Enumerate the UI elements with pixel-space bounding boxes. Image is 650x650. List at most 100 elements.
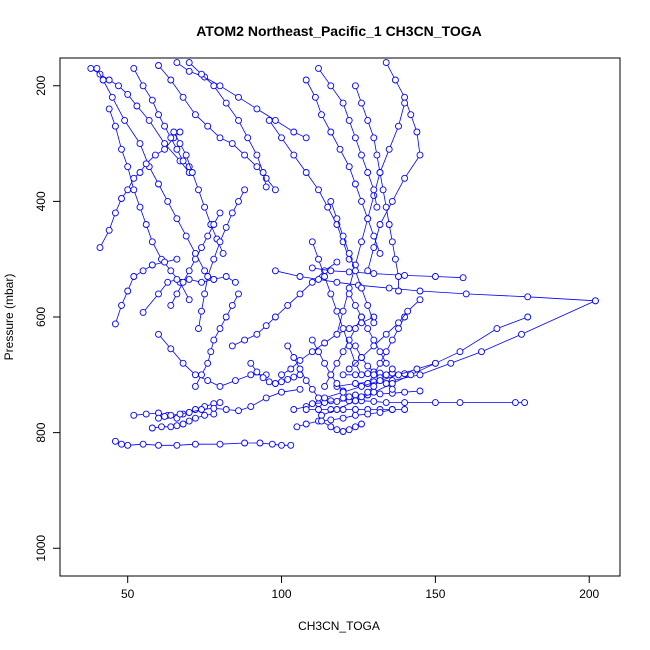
data-point (302, 377, 310, 385)
data-point (416, 151, 424, 159)
chart-title: ATOM2 Northeast_Pacific_1 CH3CN_TOGA (196, 23, 482, 39)
data-point (385, 284, 393, 292)
data-point (339, 388, 347, 396)
data-point (216, 82, 224, 90)
y-tick-label: 600 (34, 307, 48, 327)
data-point (431, 273, 439, 280)
data-point (370, 244, 378, 252)
data-point (345, 426, 353, 434)
data-point (333, 258, 341, 266)
data-point (333, 330, 341, 338)
data-point (142, 221, 150, 228)
data-point (308, 385, 316, 393)
data-point (179, 420, 187, 428)
data-point (364, 301, 372, 309)
data-point (121, 116, 129, 124)
data-point (204, 122, 212, 130)
data-point (339, 414, 347, 422)
data-point (376, 348, 384, 356)
data-point (155, 414, 162, 422)
data-point (222, 273, 230, 280)
data-point (327, 128, 335, 136)
data-point (339, 307, 347, 315)
data-point (105, 226, 113, 234)
data-point (124, 163, 132, 171)
data-point (327, 397, 335, 405)
data-point (124, 90, 132, 98)
data-point (105, 76, 113, 84)
data-point (198, 371, 205, 379)
data-point (370, 397, 378, 405)
data-point (376, 390, 384, 398)
data-point (315, 255, 322, 263)
data-point (195, 325, 202, 333)
data-point (379, 186, 387, 194)
series-16 (308, 397, 529, 408)
data-point (185, 59, 193, 67)
data-point (253, 368, 261, 376)
data-point (244, 134, 252, 142)
data-point (364, 388, 372, 396)
data-point (364, 116, 372, 124)
data-point (345, 116, 353, 124)
data-point (111, 320, 119, 328)
data-point (142, 160, 150, 168)
data-point (351, 380, 359, 387)
data-point (351, 397, 359, 405)
data-point (222, 313, 230, 321)
data-point (290, 354, 298, 361)
data-point (388, 380, 396, 387)
data-point (222, 406, 230, 413)
data-point (210, 82, 218, 90)
data-point (358, 284, 365, 292)
data-point (155, 180, 162, 188)
data-point (179, 278, 187, 286)
data-point (358, 313, 365, 321)
data-point (370, 388, 378, 396)
data-point (228, 342, 236, 350)
data-point (388, 365, 396, 373)
data-point (382, 348, 390, 356)
data-point (351, 82, 359, 90)
data-point (391, 255, 399, 263)
data-point (364, 169, 372, 176)
data-point (391, 76, 399, 84)
series-23 (302, 76, 384, 257)
data-point (376, 221, 384, 228)
data-point (321, 394, 329, 402)
data-point (401, 99, 409, 107)
data-point (268, 440, 276, 448)
data-point (395, 371, 402, 379)
data-point (358, 371, 365, 379)
data-point (161, 140, 169, 148)
data-point (327, 267, 335, 275)
data-point (173, 441, 181, 449)
data-point (216, 325, 224, 333)
data-point (456, 399, 464, 407)
data-point (327, 82, 335, 90)
data-point (339, 394, 347, 402)
data-point (198, 307, 205, 315)
data-point (179, 157, 187, 165)
data-point (235, 407, 242, 415)
data-point (173, 422, 181, 430)
data-point (284, 375, 292, 383)
data-point (228, 140, 236, 148)
data-point (130, 273, 138, 280)
data-point (364, 215, 372, 223)
data-point (93, 64, 101, 72)
data-point (179, 93, 187, 101)
series-line (312, 400, 525, 405)
data-point (321, 382, 329, 390)
data-point (324, 203, 332, 211)
series-33 (167, 209, 224, 309)
data-point (133, 102, 141, 110)
series-line (198, 189, 245, 329)
series-8 (130, 399, 224, 422)
data-point (210, 404, 218, 412)
data-point (333, 406, 341, 413)
data-point (404, 307, 412, 315)
data-point (173, 290, 181, 298)
data-point (145, 116, 153, 124)
data-point (524, 313, 532, 321)
